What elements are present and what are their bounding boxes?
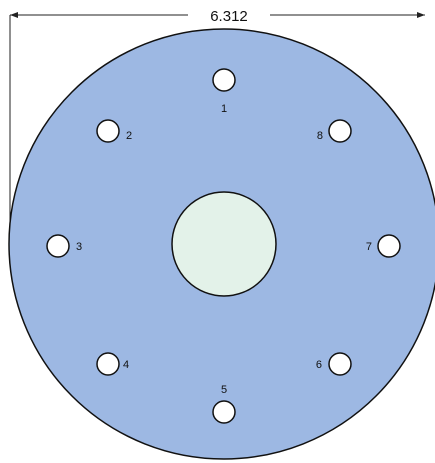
hole-labels-group: 1 2 3 4 5 6 7 8 bbox=[76, 103, 372, 396]
bolt-holes-group bbox=[46, 68, 401, 424]
hole-label-6: 6 bbox=[316, 359, 322, 371]
hole-label-1: 1 bbox=[221, 103, 227, 115]
center-hole bbox=[171, 191, 277, 297]
bolt-hole-6 bbox=[328, 352, 352, 376]
bolt-hole-8 bbox=[328, 119, 352, 143]
dimension-arrow-left bbox=[10, 12, 18, 18]
hole-label-4: 4 bbox=[123, 359, 129, 371]
hole-label-7: 7 bbox=[366, 241, 372, 253]
bolt-hole-5 bbox=[212, 400, 236, 424]
bolt-hole-7 bbox=[377, 234, 401, 258]
bolt-hole-2 bbox=[96, 119, 120, 143]
hole-label-8: 8 bbox=[317, 130, 323, 142]
dimension-arrow-right bbox=[417, 12, 425, 18]
hole-label-3: 3 bbox=[76, 241, 82, 253]
bolt-hole-3 bbox=[46, 234, 70, 258]
bolt-hole-1 bbox=[212, 68, 236, 92]
hole-label-2: 2 bbox=[126, 130, 132, 142]
bolt-hole-4 bbox=[96, 352, 120, 376]
hole-label-5: 5 bbox=[221, 384, 227, 396]
diameter-dimension-label: 6.312 bbox=[210, 8, 248, 25]
